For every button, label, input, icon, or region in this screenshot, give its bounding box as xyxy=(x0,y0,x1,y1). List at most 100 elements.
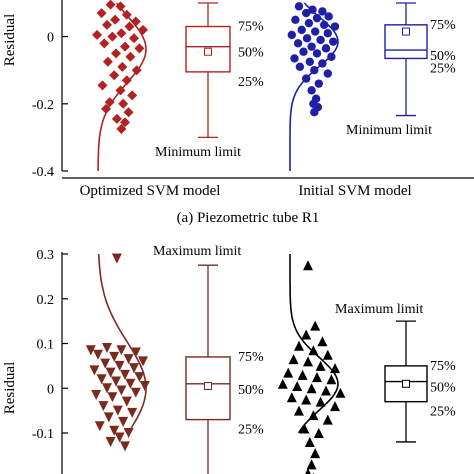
data-point xyxy=(302,34,312,43)
data-point xyxy=(294,340,304,351)
data-point xyxy=(94,421,105,432)
data-point xyxy=(139,381,150,392)
y-tick-label: 0 xyxy=(47,31,54,46)
data-point xyxy=(117,61,128,72)
data-point xyxy=(129,363,139,374)
data-point xyxy=(125,378,136,389)
label-median: 50% xyxy=(430,381,456,396)
data-point xyxy=(322,414,333,425)
data-point xyxy=(277,378,288,389)
data-point xyxy=(123,354,134,365)
data-point xyxy=(306,383,317,394)
data-point xyxy=(290,54,299,63)
data-point xyxy=(114,432,125,443)
label-p75: 75% xyxy=(430,359,456,374)
limit-label: Maximum limit xyxy=(153,244,241,259)
data-point xyxy=(283,367,294,378)
data-point xyxy=(308,5,317,14)
y-tick-label: -0.1 xyxy=(32,427,54,442)
data-point xyxy=(109,425,120,436)
label-p75: 75% xyxy=(430,18,456,33)
data-point xyxy=(112,405,123,416)
data-point xyxy=(123,107,134,118)
data-point xyxy=(286,392,297,403)
y-tick-label: -0.2 xyxy=(32,98,54,113)
density-curve xyxy=(289,254,339,434)
data-point xyxy=(306,459,317,470)
box-mean xyxy=(402,27,410,36)
data-point xyxy=(330,401,340,412)
data-point xyxy=(304,18,314,28)
data-point xyxy=(288,354,299,365)
limit-label: Maximum limit xyxy=(335,302,423,317)
data-point xyxy=(305,468,311,474)
data-point xyxy=(89,365,100,376)
label-p25: 25% xyxy=(238,423,264,438)
data-point xyxy=(130,347,141,358)
y-tick-label: 0.1 xyxy=(37,338,55,353)
data-point xyxy=(110,14,121,25)
data-point xyxy=(138,24,148,35)
data-point xyxy=(307,42,316,51)
density-curve xyxy=(97,2,147,171)
data-point xyxy=(315,360,326,371)
data-point xyxy=(111,253,122,264)
data-point xyxy=(116,124,127,134)
data-point xyxy=(321,44,331,53)
data-point xyxy=(327,52,336,61)
data-point xyxy=(124,21,135,32)
density-curve xyxy=(97,253,147,434)
panel-b: 0.3 0.2 0.1 0 -0.1 Residual 75% 50% 25% Maximum l… xyxy=(2,244,456,474)
data-point xyxy=(294,2,304,11)
data-point xyxy=(324,12,333,21)
data-point xyxy=(105,367,116,378)
data-point xyxy=(130,387,141,398)
data-point xyxy=(330,22,340,31)
data-point xyxy=(120,441,130,452)
data-point xyxy=(291,15,300,24)
data-point xyxy=(102,383,112,394)
data-point xyxy=(312,49,322,58)
y-tick-label: -0.4 xyxy=(32,165,54,180)
data-point xyxy=(299,47,308,56)
data-point xyxy=(92,29,103,40)
group-label: Initial SVM model xyxy=(298,183,411,199)
data-point xyxy=(105,0,116,10)
data-point xyxy=(301,394,312,405)
data-point xyxy=(114,360,125,371)
y-tick-label: 0.2 xyxy=(37,293,55,308)
data-point xyxy=(96,8,107,19)
data-point xyxy=(314,79,323,88)
data-point xyxy=(121,75,132,86)
data-point xyxy=(326,374,337,385)
data-point xyxy=(111,48,121,59)
label-p75: 75% xyxy=(238,350,264,365)
data-point xyxy=(292,381,303,392)
label-median: 50% xyxy=(238,46,264,61)
data-point xyxy=(303,260,313,271)
data-point xyxy=(129,33,139,44)
data-point xyxy=(118,98,129,109)
data-point xyxy=(310,108,319,117)
data-point xyxy=(107,392,118,403)
data-point xyxy=(120,117,130,128)
limit-label: Minimum limit xyxy=(155,145,241,160)
label-p25: 25% xyxy=(238,75,264,90)
data-point xyxy=(308,345,319,356)
data-point xyxy=(313,428,324,438)
y-tick-label: 0.3 xyxy=(37,248,55,263)
data-point xyxy=(120,369,130,380)
label-p75: 75% xyxy=(238,20,264,35)
data-point xyxy=(85,345,96,356)
data-point xyxy=(118,416,129,427)
label-p25: 25% xyxy=(430,405,456,420)
data-point xyxy=(310,448,321,459)
data-point xyxy=(104,97,115,108)
data-point xyxy=(304,436,315,447)
limit-label: Minimum limit xyxy=(346,123,432,138)
data-point xyxy=(109,70,120,81)
group-label: Optimized SVM model xyxy=(80,183,221,199)
data-point xyxy=(134,372,145,383)
data-point xyxy=(105,436,116,447)
